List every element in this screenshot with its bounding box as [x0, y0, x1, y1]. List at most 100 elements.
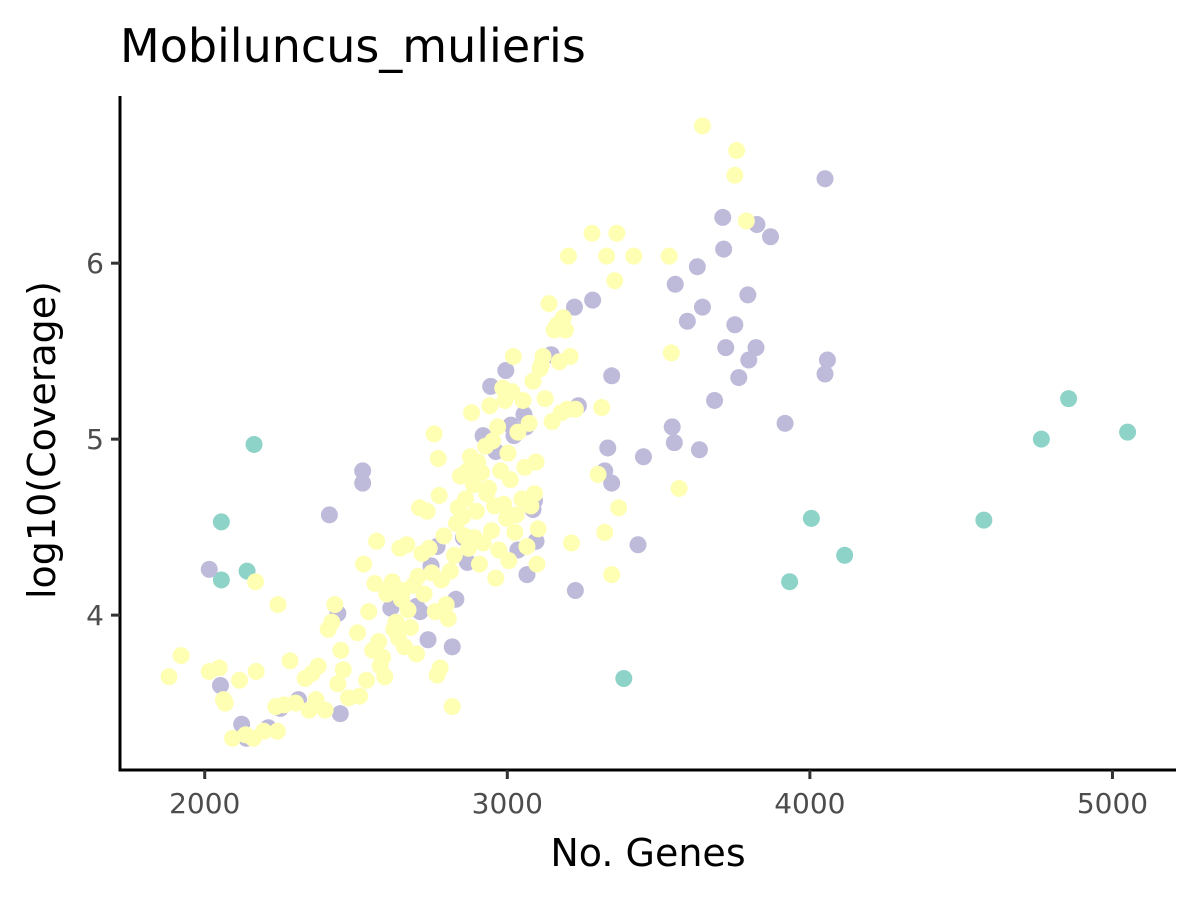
data-point: [445, 546, 463, 564]
data-point: [566, 400, 584, 418]
data-point: [269, 596, 287, 614]
data-point: [355, 555, 373, 573]
data-point: [975, 511, 993, 529]
data-point: [529, 520, 547, 538]
data-point: [334, 661, 352, 679]
data-point: [399, 601, 417, 619]
data-point: [634, 448, 652, 466]
data-point: [443, 698, 461, 716]
data-point: [816, 365, 834, 383]
data-point: [332, 641, 350, 659]
data-point: [316, 701, 334, 719]
data-point: [439, 610, 457, 628]
data-point: [467, 502, 485, 520]
data-point: [500, 552, 518, 570]
data-point: [715, 240, 733, 258]
data-point: [329, 675, 347, 693]
data-point: [1119, 423, 1137, 441]
data-point: [693, 298, 711, 316]
chart-title: Mobiluncus_mulieris: [120, 19, 586, 73]
data-point: [354, 462, 372, 480]
data-point: [726, 316, 744, 334]
data-point: [556, 321, 574, 339]
x-tick-label: 3000: [472, 787, 543, 820]
data-point: [200, 560, 218, 578]
data-point: [660, 247, 678, 265]
data-point: [368, 532, 386, 550]
data-point: [268, 722, 286, 740]
y-axis-ticks: 4 5 6: [86, 247, 120, 632]
data-point: [326, 596, 344, 614]
data-point: [603, 367, 621, 385]
data-point: [666, 275, 684, 293]
data-point: [606, 272, 624, 290]
x-axis-ticks: 2000 3000 4000 5000: [169, 770, 1148, 820]
data-point: [374, 648, 392, 666]
data-point: [401, 618, 419, 636]
data-point: [593, 398, 611, 416]
data-point: [665, 434, 683, 452]
data-point: [836, 546, 854, 564]
data-point: [351, 687, 369, 705]
data-point: [518, 538, 536, 556]
data-point: [534, 347, 552, 365]
y-tick-label: 6: [86, 247, 104, 280]
data-point: [172, 647, 190, 665]
data-point: [726, 166, 744, 184]
data-point: [693, 117, 711, 135]
data-point: [463, 404, 481, 422]
data-point: [281, 652, 299, 670]
data-point: [583, 224, 601, 242]
data-point: [484, 432, 502, 450]
data-point: [247, 662, 265, 680]
data-point: [688, 258, 706, 276]
data-point: [747, 339, 765, 357]
data-point: [231, 671, 249, 689]
data-point: [584, 291, 602, 309]
points-layer: [160, 117, 1137, 747]
data-point: [506, 523, 524, 541]
data-point: [690, 441, 708, 459]
data-point: [1032, 430, 1050, 448]
data-point: [670, 479, 688, 497]
data-point: [561, 347, 579, 365]
data-point: [1060, 390, 1078, 408]
data-point: [398, 536, 416, 554]
data-point: [781, 573, 799, 591]
data-point: [360, 603, 378, 621]
data-point: [762, 228, 780, 246]
data-point: [216, 694, 234, 712]
data-point: [247, 573, 265, 591]
data-point: [497, 362, 515, 380]
data-point: [562, 534, 580, 552]
data-point: [490, 541, 508, 559]
data-point: [437, 596, 455, 614]
data-point: [598, 247, 616, 265]
data-point: [323, 613, 341, 631]
data-point: [481, 397, 499, 415]
data-point: [559, 247, 577, 265]
data-point: [354, 474, 372, 492]
data-point: [599, 439, 617, 457]
data-point: [610, 499, 628, 517]
data-point: [464, 476, 482, 494]
data-point: [662, 344, 680, 362]
data-point: [415, 585, 433, 603]
data-point: [320, 506, 338, 524]
x-tick-label: 2000: [169, 787, 240, 820]
data-point: [457, 490, 475, 508]
data-point: [501, 471, 519, 489]
data-point: [224, 729, 242, 747]
data-point: [443, 638, 461, 656]
y-tick-label: 4: [86, 599, 104, 632]
data-point: [255, 722, 273, 740]
data-point: [473, 464, 491, 482]
data-point: [603, 474, 621, 492]
data-point: [518, 566, 536, 584]
x-tick-label: 5000: [1077, 787, 1148, 820]
data-point: [480, 479, 498, 497]
data-point: [349, 624, 367, 642]
data-point: [489, 418, 507, 436]
data-point: [566, 582, 584, 600]
